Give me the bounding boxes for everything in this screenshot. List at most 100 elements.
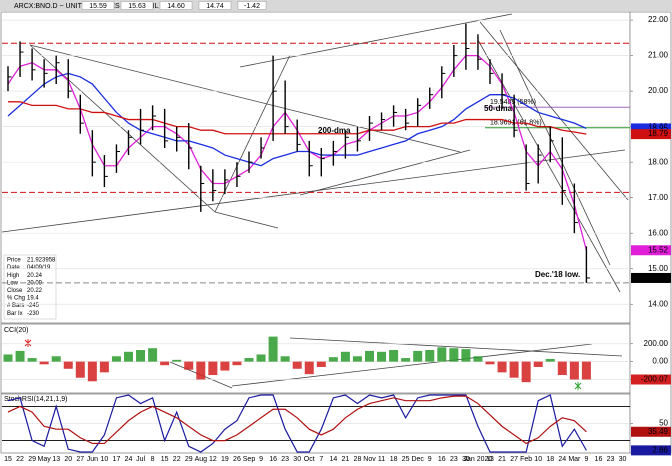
x-tick-label: 13	[486, 456, 494, 463]
info-value: -245	[27, 303, 40, 309]
cci-bar	[413, 350, 423, 362]
cci-bar	[124, 351, 133, 362]
cci-bar	[365, 350, 374, 362]
cci-bar	[569, 361, 579, 380]
x-tick-label: 16	[438, 456, 446, 463]
y-tick-label: 17.00	[648, 193, 669, 202]
info-value: 20.24	[27, 273, 43, 279]
cci-bar	[3, 354, 13, 362]
x-tick-label: 14	[329, 456, 337, 463]
trendline	[299, 149, 471, 196]
cci-marker	[24, 339, 32, 347]
cci-bar	[485, 361, 495, 365]
last-value-label: 14.74	[648, 273, 669, 282]
cci-bar	[545, 358, 555, 362]
cci-bar	[184, 361, 194, 370]
quote-change: -1.42	[244, 3, 260, 10]
y-tick-label: 18.00	[648, 157, 669, 166]
cci-bar	[581, 361, 591, 380]
x-tick-label: 10	[101, 456, 109, 463]
x-tick-label: 9	[259, 456, 263, 463]
y-tick-label: 16.00	[648, 228, 669, 237]
cci-bar	[509, 361, 519, 378]
cci-bar	[87, 361, 97, 382]
x-tick-label: 16	[595, 456, 603, 463]
cci-bar	[304, 361, 314, 375]
cci-bar	[352, 356, 362, 362]
x-tick-label: 16	[269, 456, 277, 463]
x-tick-label: 21	[498, 456, 506, 463]
x-tick-label: 7	[319, 456, 323, 463]
x-tick-label: 18	[546, 456, 554, 463]
cci-bar	[172, 359, 182, 362]
x-tick-label: 23	[607, 456, 615, 463]
cci-bar	[280, 356, 290, 362]
cci-bar	[244, 358, 254, 362]
last-value-box	[631, 129, 671, 140]
stoch-line	[7, 395, 587, 445]
stoch-line	[7, 394, 587, 453]
last-value-label: 18.79	[648, 129, 669, 138]
x-tick-label: 29	[28, 456, 36, 463]
cci-bar	[461, 349, 471, 362]
x-tick-label: 19	[221, 456, 229, 463]
x-tick-label: 23	[450, 456, 458, 463]
last-value-label: 15.52	[648, 245, 669, 254]
y-tick-label: 15.00	[648, 264, 669, 273]
header-bar	[0, 0, 672, 11]
last-value-label: 18.95	[648, 124, 669, 133]
last-value-label: 2.86	[652, 445, 668, 454]
trendline	[239, 13, 513, 68]
cci-bar	[401, 358, 411, 362]
quote-box	[159, 1, 193, 10]
x-tick-label: Aug	[195, 456, 208, 463]
x-tick-label: Jan 2020	[464, 456, 493, 463]
cci-bar	[389, 350, 399, 362]
info-label: % Chg	[7, 296, 25, 302]
cci-title: CCI(20)	[4, 327, 29, 334]
annotation: 50-dma	[484, 104, 513, 113]
cci-bar	[328, 357, 338, 362]
x-tick-label: 24	[558, 456, 566, 463]
x-tick-label: 30	[619, 456, 627, 463]
trendline	[29, 44, 461, 153]
last-value-box	[631, 426, 671, 437]
cci-bar	[292, 361, 302, 369]
x-tick-label: Jul	[136, 456, 145, 463]
cci-bar	[497, 361, 507, 373]
cci-bar	[268, 336, 278, 362]
last-value-label: 35.49	[648, 427, 669, 436]
cci-bar	[340, 351, 350, 362]
y-tick-label: 14.00	[648, 299, 669, 308]
x-tick-label: Feb	[520, 456, 532, 463]
cci-marker	[574, 382, 582, 390]
y-tick-label: 20.00	[648, 86, 669, 95]
x-tick-label: Sep	[243, 456, 256, 463]
x-tick-label: May	[38, 456, 52, 463]
x-tick-label: 30	[293, 456, 301, 463]
last-value-box	[631, 374, 671, 385]
ma-line	[7, 72, 587, 167]
annotation: 200-dma	[318, 126, 351, 135]
quote-box	[81, 1, 115, 10]
cci-bar	[136, 350, 146, 362]
cci-bar	[473, 356, 483, 362]
info-label: Price	[7, 258, 21, 264]
quote-low: 14.60	[167, 3, 185, 10]
x-tick-label: Mar	[568, 456, 581, 463]
quote-box	[120, 1, 154, 10]
x-tick-label: 8	[151, 456, 155, 463]
cci-bar	[148, 348, 158, 362]
x-tick-label: 28	[354, 456, 362, 463]
quote-high: 15.63	[128, 3, 146, 10]
quote-box	[237, 1, 267, 10]
quote-open: 15.59	[89, 3, 107, 10]
y-tick-label: 200.00	[644, 339, 669, 348]
x-tick-label: 26	[233, 456, 241, 463]
info-value: 20.22	[27, 288, 43, 294]
cci-bar	[316, 361, 326, 367]
x-tick-label: Nov	[363, 456, 376, 463]
cci-bar	[425, 350, 435, 362]
last-value-box	[631, 272, 671, 283]
cci-trendline	[289, 337, 623, 357]
